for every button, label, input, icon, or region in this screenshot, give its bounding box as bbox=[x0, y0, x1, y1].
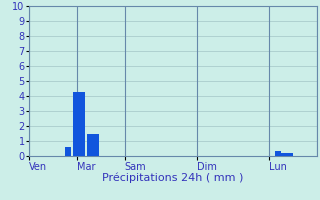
Bar bbox=[287, 153, 293, 156]
Bar bbox=[93, 134, 99, 156]
Bar bbox=[65, 147, 71, 156]
Bar bbox=[275, 151, 281, 156]
Bar bbox=[79, 92, 85, 156]
Bar bbox=[73, 92, 79, 156]
Bar bbox=[281, 153, 287, 156]
Bar bbox=[87, 134, 93, 156]
X-axis label: Précipitations 24h ( mm ): Précipitations 24h ( mm ) bbox=[102, 173, 244, 183]
